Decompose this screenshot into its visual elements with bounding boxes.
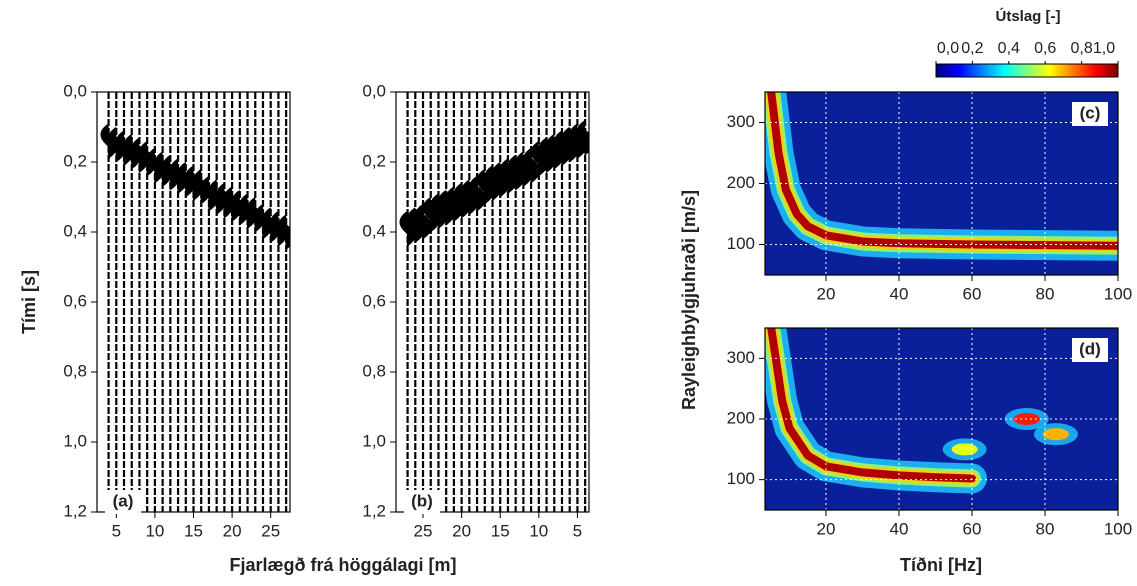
- y-tick-label: 300: [727, 348, 755, 367]
- x-tick-label: 80: [1036, 519, 1055, 538]
- x-axis-title: Tíðni [Hz]: [900, 555, 982, 575]
- y-tick-label: 200: [727, 408, 755, 427]
- wavelet: [422, 197, 440, 233]
- highlight: [951, 443, 978, 456]
- plot-area: [765, 92, 1118, 275]
- panel-label: (b): [411, 491, 433, 510]
- plot-area: [765, 328, 1118, 510]
- colorbar-tick-label: 1,0: [1093, 40, 1115, 57]
- panel-label-box: [105, 490, 141, 514]
- x-tick-label: 20: [817, 519, 836, 538]
- ridge: [767, 328, 976, 483]
- colorbar-tick-label: 0,8: [1070, 40, 1092, 57]
- x-tick-label: 100: [1104, 284, 1132, 303]
- plot-area: [399, 92, 589, 512]
- y-tick-label: 0,0: [63, 81, 87, 100]
- x-tick-label: 25: [414, 521, 433, 540]
- x-axis-title: Fjarlægð frá höggálagi [m]: [229, 555, 456, 575]
- y-tick-label: 0,4: [63, 221, 87, 240]
- y-tick-label: 0,0: [362, 81, 386, 100]
- x-tick-label: 15: [184, 521, 203, 540]
- y-tick-label: 100: [727, 469, 755, 488]
- y-tick-label: 1,0: [362, 431, 386, 450]
- x-tick-label: 40: [890, 519, 909, 538]
- y-tick-label: 0,6: [362, 291, 386, 310]
- colorbar-title: Útslag [-]: [996, 7, 1061, 25]
- colorbar-tick-label: 0,2: [961, 40, 983, 57]
- panel-label: (c): [1080, 103, 1101, 122]
- y-tick-label: 0,2: [362, 151, 386, 170]
- x-tick-label: 60: [963, 284, 982, 303]
- highlight: [1042, 428, 1069, 441]
- y-tick-label: 0,8: [63, 361, 87, 380]
- x-tick-label: 10: [529, 521, 548, 540]
- y-axis-title: Rayleighbylgjuhraði [m/s]: [679, 190, 699, 410]
- panel-label-box: [404, 490, 440, 514]
- panel-label: (a): [113, 491, 134, 510]
- plot-area: [100, 92, 290, 512]
- colorbar: [935, 63, 1119, 78]
- x-tick-label: 20: [223, 521, 242, 540]
- y-tick-label: 1,0: [63, 431, 87, 450]
- y-tick-label: 1,2: [362, 501, 386, 520]
- x-tick-label: 20: [817, 284, 836, 303]
- y-tick-label: 200: [727, 173, 755, 192]
- x-tick-label: 5: [573, 521, 582, 540]
- wavelet: [399, 211, 417, 247]
- y-tick-label: 0,2: [63, 151, 87, 170]
- x-tick-label: 25: [261, 521, 280, 540]
- y-tick-label: 300: [727, 112, 755, 131]
- wavelet: [278, 214, 290, 251]
- x-tick-label: 100: [1104, 519, 1132, 538]
- y-tick-label: 100: [727, 234, 755, 253]
- x-tick-label: 10: [145, 521, 164, 540]
- colorbar-tick-label: 0,6: [1034, 40, 1056, 57]
- colorbar-tick-label: 0,0: [937, 40, 959, 57]
- colorbar-tick-label: 0,4: [998, 40, 1020, 57]
- x-tick-label: 60: [963, 519, 982, 538]
- x-tick-label: 5: [112, 521, 121, 540]
- x-tick-label: 15: [491, 521, 510, 540]
- panel-label-box: [1072, 338, 1108, 362]
- x-tick-label: 40: [890, 284, 909, 303]
- panel-label-box: [1072, 102, 1108, 126]
- y-tick-label: 0,4: [362, 221, 386, 240]
- y-tick-label: 0,6: [63, 291, 87, 310]
- panel-label: (d): [1079, 339, 1101, 358]
- x-tick-label: 80: [1036, 284, 1055, 303]
- x-tick-label: 20: [452, 521, 471, 540]
- y-tick-label: 0,8: [362, 361, 386, 380]
- y-tick-label: 1,2: [63, 501, 87, 520]
- y-axis-title: Tími [s]: [19, 270, 39, 334]
